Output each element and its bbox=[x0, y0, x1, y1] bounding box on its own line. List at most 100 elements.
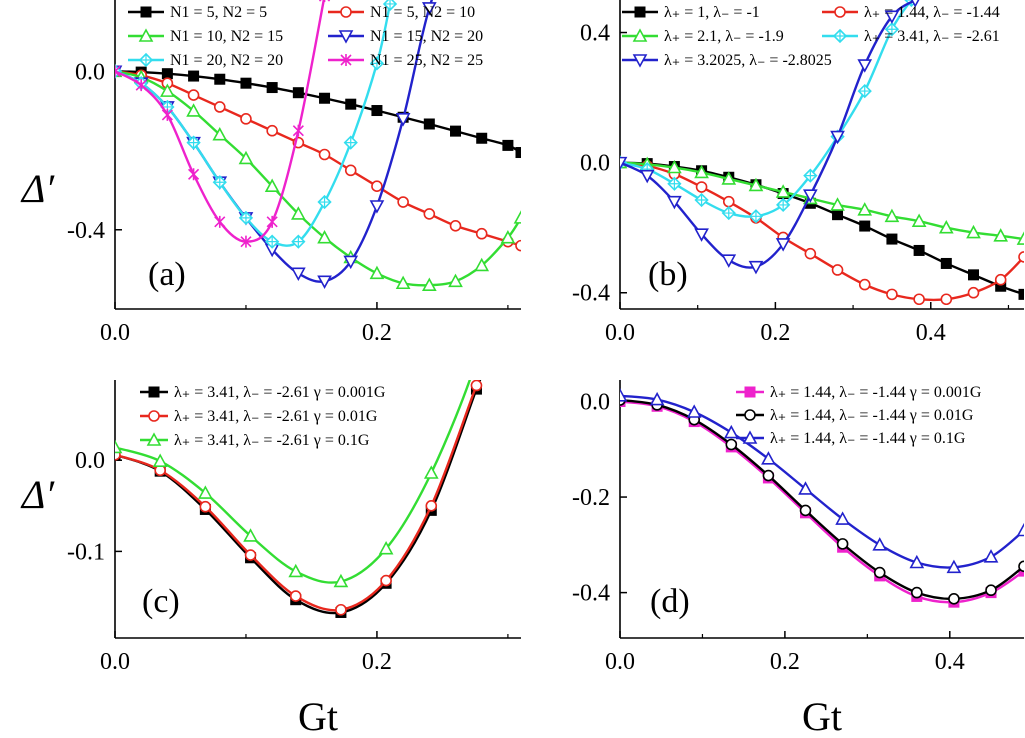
data-point-marker bbox=[620, 156, 628, 171]
data-point-marker bbox=[146, 432, 162, 446]
data-point-marker bbox=[318, 148, 331, 161]
data-point-marker bbox=[264, 178, 280, 192]
data-point-marker bbox=[140, 54, 152, 66]
data-point-marker bbox=[948, 593, 960, 605]
data-point-marker bbox=[345, 98, 357, 110]
data-point-marker bbox=[762, 469, 775, 482]
data-point-marker bbox=[369, 265, 385, 280]
data-point-marker bbox=[291, 206, 306, 220]
data-point-marker bbox=[421, 277, 437, 292]
data-point-marker bbox=[1018, 560, 1024, 573]
data-point-marker bbox=[1018, 288, 1024, 300]
legend-entry: λ₊ = 3.41, λ₋ = -2.61 γ = 0.01G bbox=[140, 408, 378, 425]
data-point-marker bbox=[966, 224, 981, 239]
data-point-marker bbox=[344, 136, 357, 149]
data-series bbox=[115, 272, 498, 588]
data-point-marker bbox=[371, 180, 383, 192]
data-point-marker bbox=[938, 220, 954, 234]
legend-label: λ₊ = 1, λ₋ = -1 bbox=[664, 4, 760, 21]
x-tick-label: 0.0 bbox=[100, 320, 130, 346]
data-point-marker bbox=[668, 177, 681, 190]
data-point-marker bbox=[913, 244, 925, 256]
data-point-marker bbox=[830, 197, 845, 211]
data-point-marker bbox=[911, 0, 920, 8]
x-axis-label-right: Gt bbox=[802, 694, 842, 738]
x-tick-label: 0.4 bbox=[916, 320, 946, 346]
y-tick-label: 0.0 bbox=[75, 59, 105, 85]
data-point-marker bbox=[1018, 251, 1024, 263]
data-point-marker bbox=[985, 584, 997, 597]
data-point-marker bbox=[967, 286, 980, 299]
x-tick-label: 0.2 bbox=[760, 320, 790, 346]
data-point-marker bbox=[834, 6, 846, 18]
data-series bbox=[115, 0, 331, 248]
data-point-marker bbox=[742, 430, 758, 444]
data-point-marker bbox=[244, 549, 257, 561]
data-point-marker bbox=[214, 215, 226, 228]
data-point-marker bbox=[775, 238, 791, 252]
data-point-marker bbox=[148, 386, 160, 398]
data-point-marker bbox=[723, 424, 739, 439]
data-point-marker bbox=[292, 235, 305, 248]
y-tick-label: 0.0 bbox=[580, 390, 610, 416]
y-tick-label: -0.4 bbox=[67, 218, 105, 244]
data-point-marker bbox=[946, 559, 962, 574]
data-point-marker bbox=[395, 113, 411, 127]
data-point-marker bbox=[370, 57, 383, 70]
data-point-marker bbox=[686, 404, 702, 418]
data-point-marker bbox=[199, 500, 212, 513]
y-axis-label-top: Δ′ bbox=[20, 166, 55, 211]
data-point-marker bbox=[333, 573, 349, 588]
data-point-marker bbox=[940, 293, 953, 306]
data-point-marker bbox=[338, 30, 354, 44]
data-point-marker bbox=[502, 139, 514, 151]
data-point-marker bbox=[486, 272, 498, 283]
data-point-marker bbox=[749, 210, 762, 223]
series-line bbox=[115, 380, 472, 584]
data-point-marker bbox=[694, 228, 709, 242]
data-point-marker bbox=[913, 293, 925, 306]
data-point-marker bbox=[1016, 231, 1024, 245]
data-point-marker bbox=[318, 0, 331, 3]
data-point-marker bbox=[371, 105, 383, 117]
data-point-marker bbox=[288, 563, 304, 578]
data-point-marker bbox=[802, 189, 818, 203]
data-point-marker bbox=[318, 196, 331, 209]
data-point-marker bbox=[857, 59, 873, 73]
data-point-marker bbox=[292, 124, 304, 137]
legend-entry: N1 = 5, N2 = 10 bbox=[328, 4, 475, 21]
y-tick-label: -0.2 bbox=[572, 485, 610, 511]
data-point-marker bbox=[476, 132, 488, 144]
data-point-marker bbox=[872, 537, 888, 551]
data-point-marker bbox=[474, 257, 490, 272]
data-point-marker bbox=[291, 267, 306, 282]
data-point-marker bbox=[744, 409, 756, 421]
y-tick-label: -0.4 bbox=[572, 581, 610, 607]
data-point-marker bbox=[649, 391, 665, 406]
legend-entry: N1 = 15, N2 = 20 bbox=[328, 28, 483, 45]
data-point-marker bbox=[148, 410, 160, 422]
data-point-marker bbox=[721, 171, 737, 185]
legend-label: λ₊ = 2.1, λ₋ = -1.9 bbox=[664, 28, 784, 45]
data-point-marker bbox=[859, 220, 871, 232]
data-point-marker bbox=[423, 208, 436, 220]
data-point-marker bbox=[397, 196, 409, 208]
legend-label: λ₊ = 1.44, λ₋ = -1.44 bbox=[864, 4, 1000, 21]
data-point-marker bbox=[213, 176, 226, 189]
data-point-marker bbox=[873, 566, 886, 579]
data-point-marker bbox=[620, 388, 628, 402]
legend-label: λ₊ = 1.44, λ₋ = -1.44 γ = 0.01G bbox=[770, 407, 974, 424]
data-point-marker bbox=[777, 198, 790, 211]
data-point-marker bbox=[425, 500, 438, 512]
data-point-marker bbox=[161, 108, 173, 121]
data-point-marker bbox=[240, 77, 252, 89]
chart-panel: 0.0 0.2 0.0 -0.4 N1 = 5, N2 = 5 N1 = 5, N2 = … bbox=[67, 0, 521, 346]
panel-label: (d) bbox=[650, 583, 690, 620]
data-point-marker bbox=[161, 68, 173, 80]
data-point-marker bbox=[421, 2, 437, 16]
data-point-marker bbox=[858, 278, 871, 291]
data-point-marker bbox=[799, 504, 812, 517]
series-line bbox=[115, 380, 482, 615]
x-tick-label: 0.2 bbox=[362, 649, 392, 675]
